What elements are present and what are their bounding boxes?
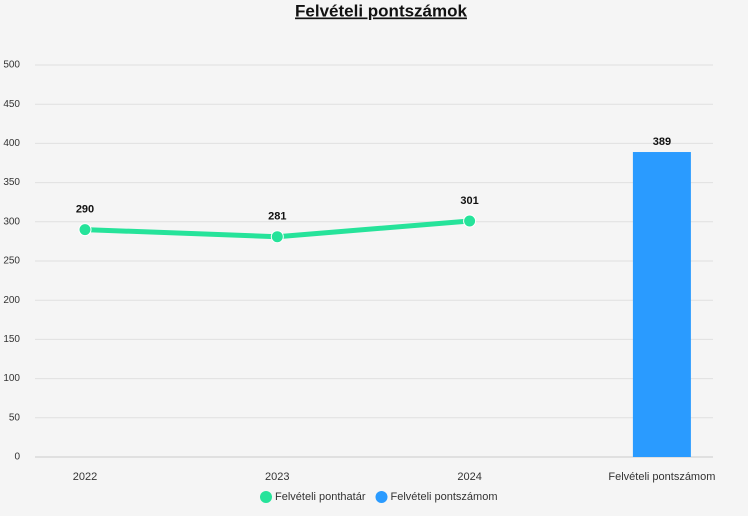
y-tick-label: 450 xyxy=(3,99,20,110)
data-label: 290 xyxy=(76,204,94,216)
x-tick-label: Felvételi pontszámom xyxy=(608,471,715,483)
chart-title: Felvételi pontszámok xyxy=(295,1,467,20)
line-point xyxy=(270,230,284,244)
line-point xyxy=(463,214,477,228)
y-tick-label: 0 xyxy=(14,452,20,463)
y-tick-label: 50 xyxy=(9,412,21,423)
data-label: 281 xyxy=(268,211,286,223)
y-tick-label: 100 xyxy=(3,373,20,384)
y-tick-label: 350 xyxy=(3,177,20,188)
y-tick-label: 200 xyxy=(3,295,20,306)
y-tick-label: 250 xyxy=(3,256,20,267)
y-tick-label: 300 xyxy=(3,216,20,227)
line-point xyxy=(78,223,92,237)
y-tick-label: 400 xyxy=(3,138,20,149)
bar xyxy=(632,152,691,458)
legend-marker xyxy=(260,491,272,503)
y-tick-label: 150 xyxy=(3,334,20,345)
legend-label: Felvételi ponthatár xyxy=(275,491,366,503)
x-tick-label: 2022 xyxy=(73,471,97,483)
x-tick-label: 2024 xyxy=(457,471,481,483)
legend-label: Felvételi pontszámom xyxy=(391,491,498,503)
y-tick-label: 500 xyxy=(3,60,20,71)
x-tick-label: 2023 xyxy=(265,471,289,483)
legend-marker xyxy=(375,491,388,503)
data-label: 301 xyxy=(460,195,478,207)
data-label: 389 xyxy=(653,136,671,148)
